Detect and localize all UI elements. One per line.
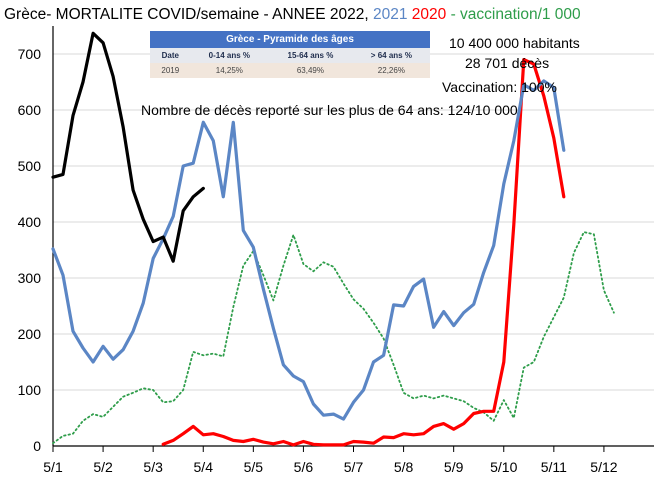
pyramid-header-64-plus: > 64 ans % [370, 51, 412, 60]
pyramid-table-title: Grèce - Pyramide des âges [150, 31, 430, 48]
pyramid-header-date: Date [161, 51, 179, 60]
axes [52, 26, 654, 452]
pyramid-cell-year: 2019 [161, 66, 180, 75]
x-tick-label: 5/8 [394, 459, 414, 475]
y-tick-label: 300 [18, 270, 42, 286]
pyramid-cell-64-plus: 22,26% [377, 66, 405, 75]
population-text: 10 400 000 habitants [449, 35, 580, 51]
tick-labels: 0 100 200 300 400 500 600 700 5/1 5/2 5/3 5/4 5/5 5/6… [18, 46, 618, 475]
pyramid-cell-15-64: 63,49% [296, 66, 324, 75]
series-lines [51, 31, 615, 447]
x-tick-label: 5/12 [590, 459, 617, 475]
x-tick-label: 5/10 [490, 459, 517, 475]
x-tick-label: 5/6 [294, 459, 314, 475]
series-line-2020 [161, 58, 566, 447]
x-tick-label: 5/1 [43, 459, 63, 475]
y-tick-label: 400 [18, 214, 42, 230]
title-year-2020: 2020 [411, 6, 447, 23]
x-tick-label: 5/2 [93, 459, 113, 475]
series-line-2022 [51, 31, 205, 263]
series-line-2021 [51, 79, 566, 421]
chart-title: Grèce- MORTALITE COVID/semaine - ANNEE 2… [4, 6, 581, 24]
title-year-2021: 2021 [372, 6, 408, 23]
x-tick-label: 5/11 [541, 459, 567, 475]
title-vaccination: - vaccination/1 000 [450, 6, 581, 23]
age-pyramid-table: Grèce - Pyramide des âges Date 0-14 ans … [150, 31, 430, 78]
deaths-text: 28 701 décès [465, 55, 550, 71]
x-tick-label: 5/4 [194, 459, 214, 475]
y-tick-label: 0 [33, 438, 41, 454]
y-tick-label: 200 [18, 326, 42, 342]
y-tick-label: 500 [18, 158, 42, 174]
pyramid-header-0-14: 0-14 ans % [208, 51, 251, 60]
y-tick-label: 100 [18, 382, 42, 398]
y-tick-label: 600 [18, 102, 42, 118]
title-prefix: Grèce- MORTALITE COVID/semaine - ANNEE 2… [4, 6, 373, 23]
x-tick-label: 5/7 [344, 459, 364, 475]
vaccination-text: Vaccination: 100% [442, 79, 557, 95]
pyramid-header-15-64: 15-64 ans % [287, 51, 334, 60]
x-tick-label: 5/9 [444, 459, 464, 475]
x-tick-label: 5/5 [244, 459, 264, 475]
y-tick-label: 700 [18, 46, 42, 62]
x-tick-label: 5/3 [143, 459, 163, 475]
elderly-deaths-text: Nombre de décès reporté sur les plus de … [141, 102, 518, 118]
grid-lines [53, 53, 654, 391]
pyramid-cell-0-14: 14,25% [215, 66, 243, 75]
series-line-vaccination-1-000 [52, 231, 615, 445]
